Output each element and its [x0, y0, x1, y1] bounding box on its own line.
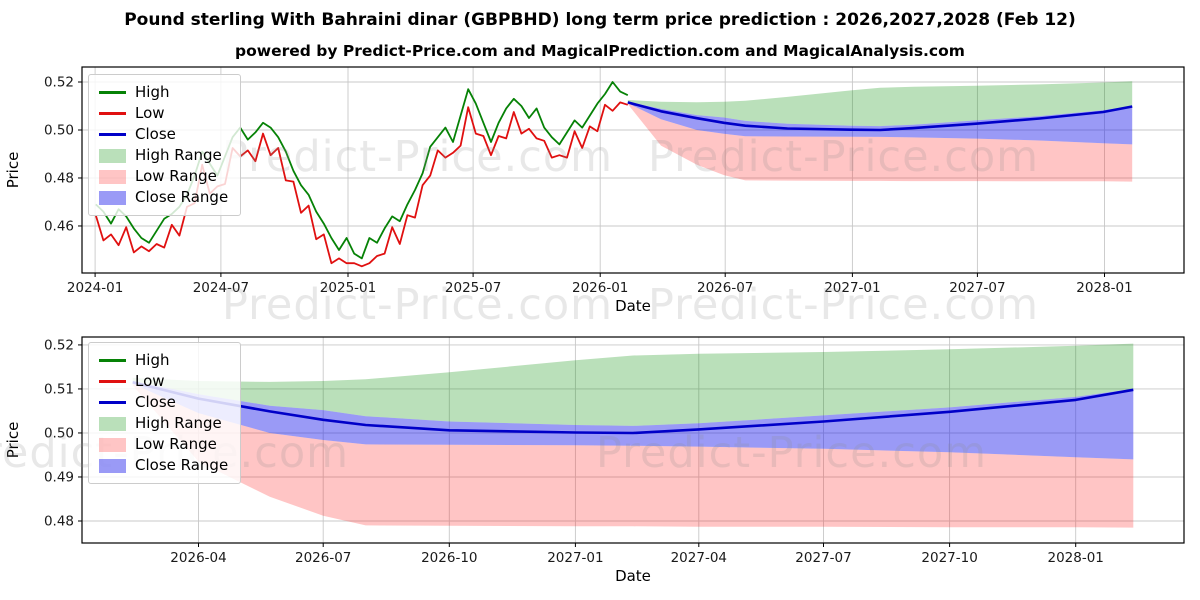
legend-item-high: High — [99, 350, 228, 371]
legend-bottom-chart: High Low Close High Range Low Range Close Ran… — [88, 342, 242, 484]
close-line — [132, 381, 1134, 435]
y-tick-label: 0.50 — [44, 122, 74, 138]
x-tick-label: 2024-07 — [193, 280, 249, 296]
x-tick-label: 2027-10 — [921, 550, 977, 566]
x-tick-label: 2026-07 — [697, 280, 753, 296]
legend-item-low: Low — [99, 103, 228, 124]
legend-item-label: Close — [135, 125, 176, 143]
legend-line-swatch — [99, 380, 126, 383]
legend-patch-swatch — [99, 416, 126, 431]
legend-line-swatch — [99, 401, 126, 404]
y-tick-label: 0.46 — [44, 218, 74, 234]
x-tick-label: 2027-01 — [547, 550, 603, 566]
x-tick-label: 2025-07 — [445, 280, 501, 296]
legend-item-label: Low Range — [135, 435, 217, 453]
x-tick-label: 2026-07 — [295, 550, 351, 566]
legend-line-swatch — [99, 133, 126, 136]
low-range-area — [627, 103, 1133, 182]
high-range-area — [627, 81, 1133, 127]
legend-patch-swatch — [99, 148, 126, 163]
plot-frame — [81, 336, 1185, 544]
legend-item-close: Close — [99, 124, 228, 145]
y-axis-label: Price — [4, 422, 22, 459]
legend-item-label: Close Range — [135, 456, 229, 474]
chart-subtitle: powered by Predict-Price.com and Magical… — [235, 42, 965, 60]
legend-patch-swatch — [99, 437, 126, 452]
bottom-chart: 2026-04 2026-07 2026-10 2027-01 2027-04 2027-… — [4, 336, 1185, 585]
legend-item-high-range: High Range — [99, 145, 228, 166]
legend-item-low-range: Low Range — [99, 434, 228, 455]
y-axis-label: Price — [4, 152, 22, 189]
legend-item-low-range: Low Range — [99, 166, 228, 187]
legend-line-swatch — [99, 359, 126, 362]
legend-patch-swatch — [99, 190, 126, 205]
close-range-area — [132, 381, 1134, 460]
y-tick-label: 0.51 — [44, 381, 74, 397]
low-line — [94, 101, 629, 268]
legend-item-label: High — [135, 83, 170, 101]
x-tick-label: 2027-07 — [949, 280, 1005, 296]
legend-line-swatch — [99, 91, 126, 94]
legend-line-swatch — [99, 112, 126, 115]
legend-item-label: Low Range — [135, 167, 217, 185]
legend-item-label: Close Range — [135, 188, 229, 206]
y-tick-label: 0.52 — [44, 337, 74, 353]
x-tick-label: 2026-01 — [572, 280, 628, 296]
y-tick-label: 0.48 — [44, 170, 74, 186]
y-tick-label: 0.48 — [44, 513, 74, 529]
x-axis-label: Date — [615, 567, 651, 585]
top-chart: 2024-01 2024-07 2025-01 2025-07 2026-01 2026-… — [4, 66, 1185, 315]
y-tick-label: 0.49 — [44, 469, 74, 485]
legend-top-chart: High Low Close High Range Low Range Close Ran… — [88, 74, 242, 216]
close-line — [627, 101, 1133, 132]
x-tick-label: 2026-04 — [170, 550, 226, 566]
x-tick-label: 2028-01 — [1047, 550, 1103, 566]
x-tick-label: 2027-01 — [824, 280, 880, 296]
legend-item-high-range: High Range — [99, 413, 228, 434]
plot-frame — [81, 66, 1185, 274]
legend-patch-swatch — [99, 169, 126, 184]
legend-item-low: Low — [99, 371, 228, 392]
legend-item-close-range: Close Range — [99, 187, 228, 208]
y-tick-label: 0.50 — [44, 425, 74, 441]
x-tick-label: 2024-01 — [67, 280, 123, 296]
legend-item-label: High Range — [135, 414, 222, 432]
legend-item-label: Close — [135, 393, 176, 411]
legend-item-label: High — [135, 351, 170, 369]
low-range-area — [132, 383, 1134, 528]
legend-item-close: Close — [99, 392, 228, 413]
y-tick-label: 0.52 — [44, 74, 74, 90]
x-axis-label: Date — [615, 297, 651, 315]
x-tick-label: 2025-01 — [320, 280, 376, 296]
x-tick-label: 2027-04 — [671, 550, 727, 566]
x-tick-label: 2027-07 — [795, 550, 851, 566]
x-tick-label: 2026-10 — [421, 550, 477, 566]
legend-item-close-range: Close Range — [99, 455, 228, 476]
high-range-area — [132, 343, 1134, 426]
legend-item-high: High — [99, 82, 228, 103]
close-range-area — [627, 101, 1133, 145]
chart-title: Pound sterling With Bahraini dinar (GBPB… — [124, 10, 1076, 30]
legend-item-label: Low — [135, 104, 165, 122]
legend-item-label: Low — [135, 372, 165, 390]
x-tick-label: 2028-01 — [1076, 280, 1132, 296]
legend-item-label: High Range — [135, 146, 222, 164]
legend-patch-swatch — [99, 458, 126, 473]
